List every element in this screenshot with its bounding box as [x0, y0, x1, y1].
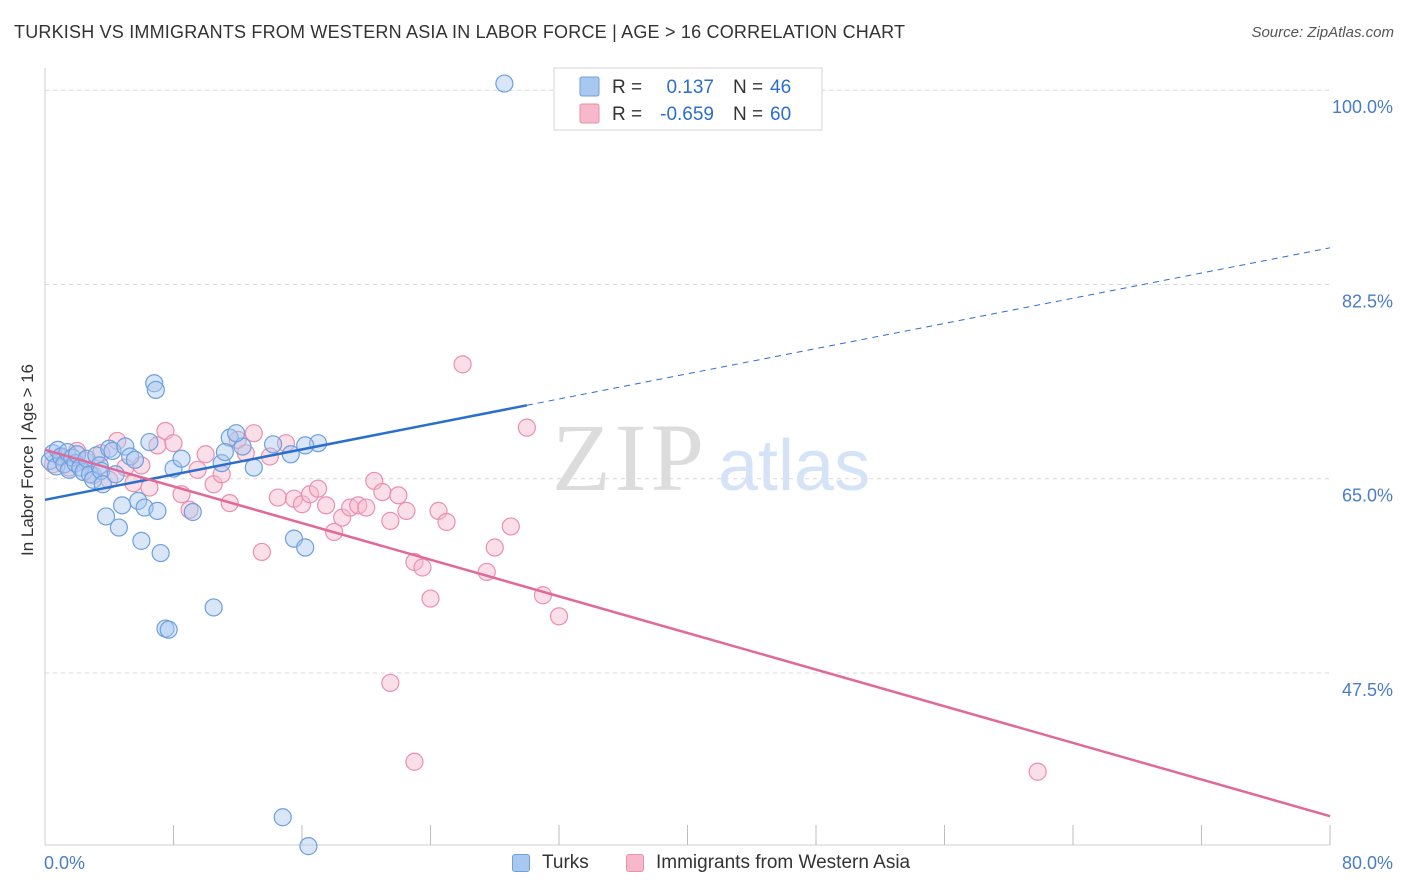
turks-point [159, 620, 178, 639]
immigrants-point [453, 355, 472, 374]
y-tick-labels: 100.0% 82.5% 65.0% 47.5% [1332, 97, 1393, 700]
x-tick-label-max: 80.0% [1342, 853, 1393, 873]
turks-point [227, 424, 246, 443]
turks-point [109, 518, 128, 537]
series-legend: Turks Immigrants from Western Asia [0, 852, 1406, 878]
turks-point [121, 447, 140, 466]
immigrants-point [164, 434, 183, 453]
immigrants-point [405, 752, 424, 771]
turks-point [112, 496, 132, 515]
turks-point [151, 543, 170, 563]
turks-trendline [44, 404, 528, 502]
immigrants-point [413, 558, 432, 577]
trendlines [44, 247, 1331, 818]
stats-swatch-turks [579, 76, 600, 97]
stats-r-label-turks: R = [612, 77, 642, 98]
immigrants-point [244, 424, 263, 443]
x-tick-labels: 0.0% 80.0% [44, 853, 1393, 873]
immigrants-points [43, 355, 1047, 781]
turks-point [146, 380, 165, 399]
gridlines [45, 89, 1330, 674]
immigrants-point [180, 500, 199, 519]
watermark: ZIP atlas [552, 404, 870, 511]
watermark-atlas: atlas [718, 426, 870, 506]
stats-r-value-turks: 0.137 [666, 77, 714, 98]
immigrants-point [501, 517, 520, 536]
turks-point [172, 449, 191, 468]
turks-point [296, 436, 315, 455]
immigrants-point [316, 496, 336, 515]
source-credit: Source: ZipAtlas.com [1251, 24, 1394, 41]
immigrants-point [381, 511, 400, 530]
turks-point [299, 837, 318, 856]
immigrants-point [517, 418, 536, 437]
stats-n-label-immigrants: N = [733, 104, 763, 125]
stats-n-value-immigrants: 60 [770, 104, 791, 125]
immigrants-point [268, 488, 288, 507]
y-tick-label: 82.5% [1342, 291, 1393, 311]
immigrants-point [308, 479, 328, 498]
turks-point [148, 501, 167, 520]
turks-point [215, 442, 234, 462]
turks-point [129, 491, 148, 510]
immigrants-point [357, 498, 376, 517]
turks-point [140, 432, 159, 452]
turks-trendline-extension [526, 247, 1331, 406]
turks-point [100, 439, 119, 458]
immigrants-point [485, 538, 504, 557]
legend-item-turks[interactable]: Turks [512, 852, 589, 874]
immigrants-point [437, 512, 456, 532]
stats-r-value-immigrants: -0.659 [660, 104, 714, 125]
turks-points [40, 74, 514, 856]
legend-label-turks: Turks [542, 852, 589, 873]
immigrants-trendline [44, 448, 1331, 818]
turks-point [263, 435, 283, 454]
turks-point [273, 808, 292, 827]
stats-swatch-immigrants [579, 103, 600, 124]
stats-legend: R = 0.137 N = 46 R = -0.659 N = 60 [553, 67, 823, 131]
stats-n-value-turks: 46 [770, 77, 791, 98]
turks-point [495, 74, 514, 93]
turks-point [96, 507, 116, 526]
stats-n-label-turks: N = [733, 77, 763, 98]
legend-item-immigrants[interactable]: Immigrants from Western Asia [626, 852, 910, 874]
immigrants-point [381, 673, 400, 693]
immigrants-point [196, 445, 215, 464]
y-tick-label: 65.0% [1342, 486, 1393, 506]
turks-point [244, 458, 263, 477]
watermark-zip: ZIP [552, 404, 708, 511]
x-tick-label-min: 0.0% [44, 853, 85, 873]
immigrants-point [421, 589, 440, 608]
immigrants-point [397, 501, 416, 520]
chart-title: TURKISH VS IMMIGRANTS FROM WESTERN ASIA … [14, 22, 906, 42]
y-tick-label: 47.5% [1342, 680, 1393, 700]
turks-point [204, 598, 223, 617]
legend-label-immigrants: Immigrants from Western Asia [656, 852, 911, 873]
immigrants-point [1028, 762, 1047, 781]
immigrants-point [389, 486, 408, 505]
turks-point [145, 374, 164, 393]
legend-swatch-immigrants [626, 854, 644, 872]
stats-r-label-immigrants: R = [612, 104, 642, 125]
immigrants-point [373, 482, 392, 502]
turks-point [296, 538, 315, 557]
turks-point [116, 437, 135, 456]
immigrants-point [549, 607, 569, 626]
turks-point [125, 450, 145, 469]
legend-swatch-turks [512, 854, 530, 872]
turks-point [183, 502, 202, 522]
turks-point [132, 531, 151, 550]
y-tick-label: 100.0% [1332, 97, 1393, 117]
immigrants-point [252, 542, 271, 562]
